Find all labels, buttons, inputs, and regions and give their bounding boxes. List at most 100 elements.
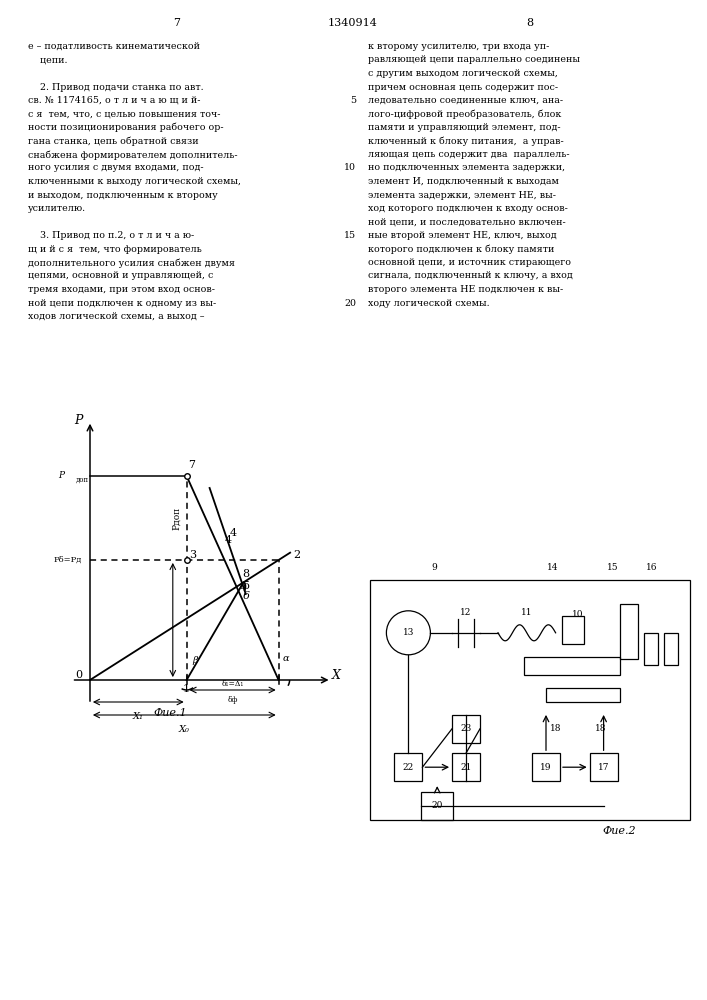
Text: 1340914: 1340914 [328, 18, 378, 28]
Text: ного усилия с двумя входами, под-: ного усилия с двумя входами, под- [28, 163, 204, 172]
Text: е – податливость кинематической: е – податливость кинематической [28, 42, 200, 51]
Text: 17: 17 [598, 763, 609, 772]
Text: 21: 21 [460, 763, 472, 772]
Text: ледовательно соединенные ключ, ана-: ледовательно соединенные ключ, ана- [368, 96, 563, 105]
Text: но подключенных элемента задержки,: но подключенных элемента задержки, [368, 163, 565, 172]
Text: основной цепи, и источник стирающего: основной цепи, и источник стирающего [368, 258, 571, 267]
Text: Рδ=Рд: Рδ=Рд [53, 556, 81, 564]
Text: 10: 10 [344, 163, 356, 172]
Bar [619, 604, 638, 659]
Bar [370, 580, 690, 820]
Text: ной цепи подключен к одному из вы-: ной цепи подключен к одному из вы- [28, 298, 216, 308]
Text: X₀: X₀ [179, 725, 189, 734]
Text: 11: 11 [521, 608, 532, 617]
Text: 6: 6 [243, 591, 250, 601]
Bar [532, 753, 560, 781]
Text: 19: 19 [540, 763, 551, 772]
Text: ключенными к выходу логической схемы,: ключенными к выходу логической схемы, [28, 177, 241, 186]
Text: 7: 7 [189, 460, 196, 470]
Text: усилителю.: усилителю. [28, 204, 86, 213]
Text: 8: 8 [527, 18, 534, 28]
Text: 23: 23 [460, 724, 472, 733]
Text: 15: 15 [607, 563, 619, 572]
Text: снабжена формирователем дополнитель-: снабжена формирователем дополнитель- [28, 150, 238, 159]
Bar [665, 633, 679, 665]
Text: Фие.1: Фие.1 [153, 708, 187, 718]
Text: св. № 1174165, о т л и ч а ю щ и й-: св. № 1174165, о т л и ч а ю щ и й- [28, 96, 201, 105]
Text: β: β [192, 656, 198, 665]
Text: ляющая цепь содержит два  параллель-: ляющая цепь содержит два параллель- [368, 150, 570, 159]
Text: тремя входами, при этом вход основ-: тремя входами, при этом вход основ- [28, 285, 215, 294]
Text: второго элемента НЕ подключен к вы-: второго элемента НЕ подключен к вы- [368, 285, 563, 294]
Text: 8: 8 [243, 569, 250, 579]
Text: ход которого подключен к входу основ-: ход которого подключен к входу основ- [368, 204, 568, 213]
Text: ной цепи, и последовательно включен-: ной цепи, и последовательно включен- [368, 218, 566, 227]
Text: 3: 3 [189, 550, 197, 560]
Text: 3. Привод по п.2, о т л и ч а ю-: 3. Привод по п.2, о т л и ч а ю- [28, 231, 194, 240]
Text: памяти и управляющий элемент, под-: памяти и управляющий элемент, под- [368, 123, 561, 132]
Text: которого подключен к блоку памяти: которого подключен к блоку памяти [368, 244, 554, 254]
Text: Фие.2: Фие.2 [603, 826, 636, 836]
Text: 2. Привод подачи станка по авт.: 2. Привод подачи станка по авт. [28, 83, 204, 92]
Text: α: α [240, 582, 246, 591]
Text: ходов логической схемы, а выход –: ходов логической схемы, а выход – [28, 312, 204, 321]
Text: δф: δф [228, 696, 238, 704]
Text: лого-цифровой преобразователь, блок: лого-цифровой преобразователь, блок [368, 109, 561, 119]
Text: 10: 10 [572, 610, 584, 619]
Text: P: P [58, 472, 64, 481]
Text: ности позиционирования рабочего ор-: ности позиционирования рабочего ор- [28, 123, 223, 132]
Bar [452, 753, 480, 781]
Text: 14: 14 [547, 563, 558, 572]
Text: 9: 9 [431, 563, 437, 572]
Text: 15: 15 [344, 231, 356, 240]
Bar [524, 657, 619, 675]
Text: 4: 4 [225, 535, 232, 545]
Text: с другим выходом логической схемы,: с другим выходом логической схемы, [368, 69, 558, 78]
Bar [643, 633, 658, 665]
Text: X₁: X₁ [133, 712, 144, 721]
Text: равляющей цепи параллельно соединены: равляющей цепи параллельно соединены [368, 55, 580, 64]
Bar [452, 715, 480, 743]
Bar [421, 792, 453, 820]
Text: 18: 18 [550, 724, 561, 733]
Text: цепями, основной и управляющей, с: цепями, основной и управляющей, с [28, 271, 214, 280]
Text: причем основная цепь содержит пос-: причем основная цепь содержит пос- [368, 83, 558, 92]
Text: 2: 2 [293, 550, 300, 560]
Text: с я  тем, что, с целью повышения точ-: с я тем, что, с целью повышения точ- [28, 109, 221, 118]
Text: и выходом, подключенным к второму: и выходом, подключенным к второму [28, 190, 218, 200]
Text: 22: 22 [403, 763, 414, 772]
Text: 20: 20 [344, 298, 356, 308]
Text: элемента задержки, элемент НЕ, вы-: элемента задержки, элемент НЕ, вы- [368, 190, 556, 200]
Text: 18: 18 [595, 724, 606, 733]
Text: 20: 20 [431, 801, 443, 810]
Text: щ и й с я  тем, что формирователь: щ и й с я тем, что формирователь [28, 244, 201, 253]
Text: X: X [332, 669, 341, 682]
Text: 12: 12 [460, 608, 472, 617]
Text: гана станка, цепь обратной связи: гана станка, цепь обратной связи [28, 136, 199, 146]
Text: ходу логической схемы.: ходу логической схемы. [368, 298, 490, 308]
Text: элемент И, подключенный к выходам: элемент И, подключенный к выходам [368, 177, 559, 186]
Text: 5: 5 [350, 96, 356, 105]
Text: 13: 13 [403, 628, 414, 637]
Text: 5: 5 [243, 581, 250, 591]
Text: P: P [74, 414, 83, 427]
Text: к второму усилителю, три входа уп-: к второму усилителю, три входа уп- [368, 42, 549, 51]
Text: 0: 0 [75, 670, 82, 680]
Text: 7: 7 [173, 18, 180, 28]
Text: α: α [283, 654, 289, 663]
Text: 16: 16 [646, 563, 658, 572]
Bar [590, 753, 618, 781]
Text: дополнительного усилия снабжен двумя: дополнительного усилия снабжен двумя [28, 258, 235, 267]
Bar [562, 616, 584, 644]
Text: δ₁=Δ₁: δ₁=Δ₁ [221, 680, 244, 688]
Text: ключенный к блоку питания,  а управ-: ключенный к блоку питания, а управ- [368, 136, 563, 146]
Text: цепи.: цепи. [28, 55, 67, 64]
Text: Рдоп: Рдоп [172, 506, 181, 530]
Text: 1: 1 [182, 684, 189, 694]
Bar [546, 688, 619, 702]
Text: доп: доп [76, 476, 89, 484]
Text: ные второй элемент НЕ, ключ, выход: ные второй элемент НЕ, ключ, выход [368, 231, 556, 240]
Text: 4: 4 [230, 528, 237, 538]
Bar [395, 753, 422, 781]
Text: сигнала, подключенный к ключу, а вход: сигнала, подключенный к ключу, а вход [368, 271, 573, 280]
